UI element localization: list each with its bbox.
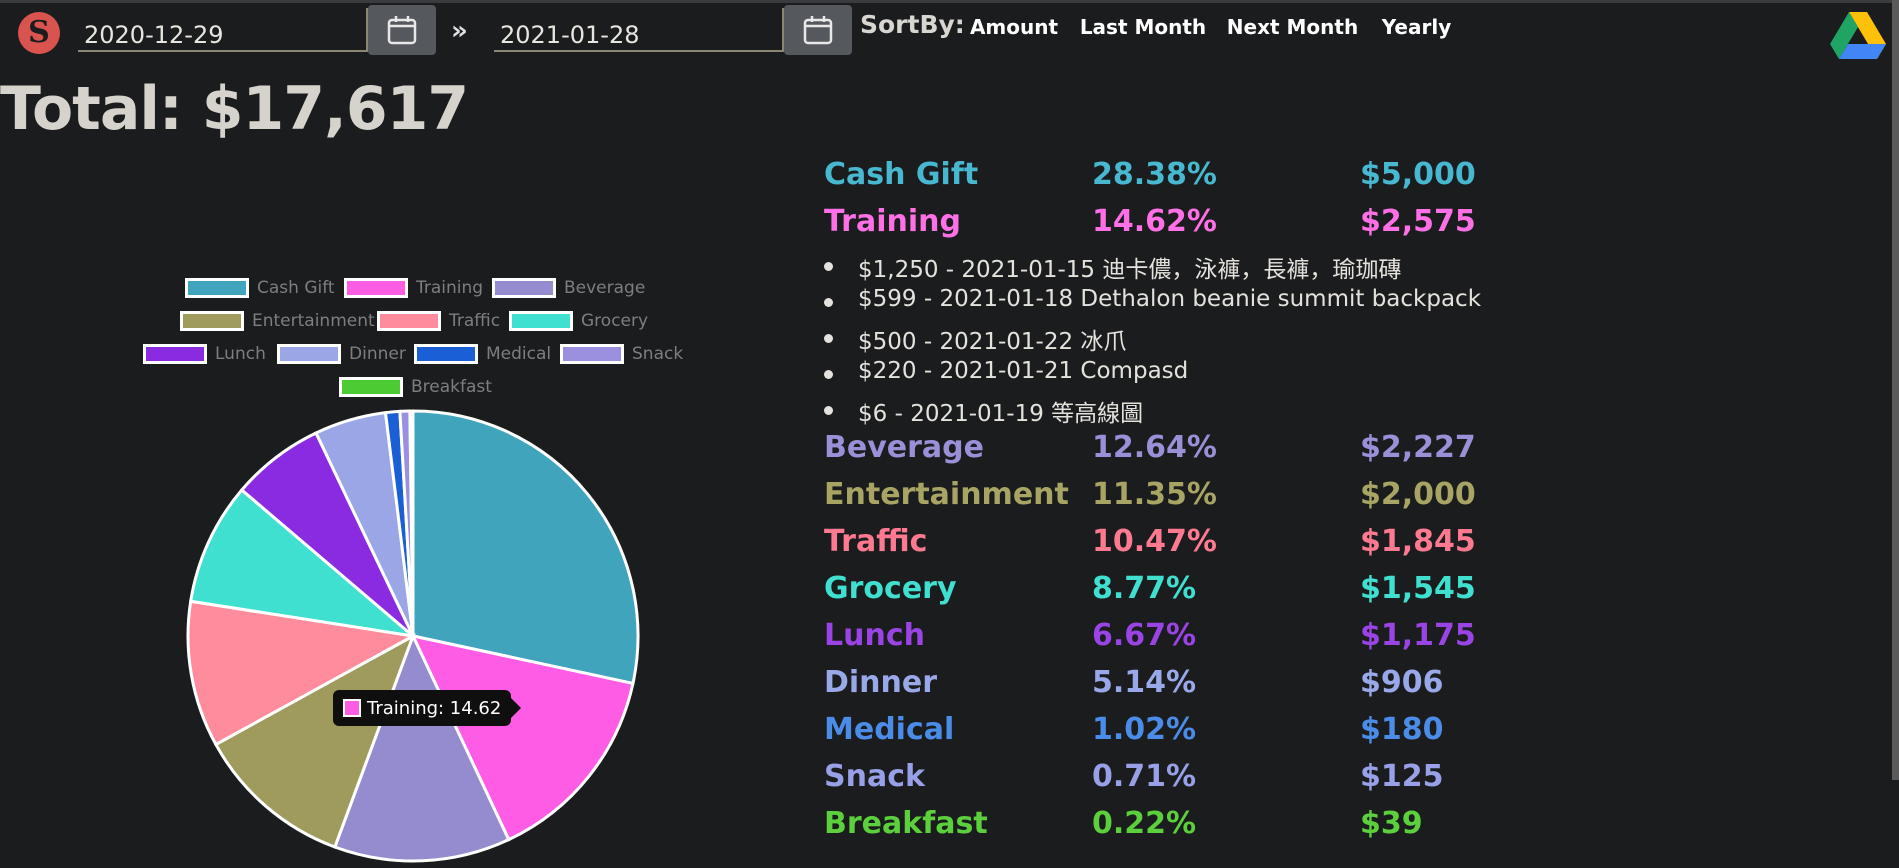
tooltip-label: Training: 14.62 bbox=[367, 697, 502, 719]
legend-swatch bbox=[143, 344, 207, 364]
next-month-button[interactable]: Next Month bbox=[1226, 15, 1359, 39]
category-name[interactable]: Medical bbox=[824, 712, 955, 747]
legend-label: Grocery bbox=[581, 311, 649, 331]
legend-item-beverage[interactable]: Beverage bbox=[492, 278, 645, 298]
category-name[interactable]: Traffic bbox=[824, 524, 928, 559]
legend-item-traffic[interactable]: Traffic bbox=[377, 311, 500, 331]
chart-tooltip: Training: 14.62 bbox=[333, 690, 522, 726]
double-chevron-right-icon: » bbox=[451, 16, 468, 46]
legend-label: Cash Gift bbox=[257, 278, 335, 298]
expense-text: $6 - 2021-01-19 等高線圖 bbox=[858, 401, 1144, 427]
category-percent: 28.38% bbox=[1092, 157, 1217, 192]
category-name[interactable]: Breakfast bbox=[824, 806, 988, 841]
legend-item-lunch[interactable]: Lunch bbox=[143, 344, 266, 364]
category-percent: 0.71% bbox=[1092, 759, 1197, 794]
category-amount: $1,175 bbox=[1360, 618, 1476, 653]
google-drive-icon[interactable] bbox=[1830, 10, 1886, 60]
yearly-button[interactable]: Yearly bbox=[1381, 15, 1452, 39]
last-month-button[interactable]: Last Month bbox=[1079, 15, 1207, 39]
category-percent: 6.67% bbox=[1092, 618, 1197, 653]
expense-text: $1,250 - 2021-01-15 迪卡儂，泳褲，長褲，瑜珈磚 bbox=[858, 257, 1402, 283]
legend-swatch bbox=[492, 278, 556, 298]
category-percent: 8.77% bbox=[1092, 571, 1197, 606]
expense-text: $220 - 2021-01-21 Compasd bbox=[858, 358, 1189, 384]
calendar-icon bbox=[803, 16, 833, 45]
category-name[interactable]: Entertainment bbox=[824, 477, 1069, 512]
legend-label: Snack bbox=[632, 344, 684, 364]
legend-label: Training bbox=[416, 278, 484, 298]
category-percent: 10.47% bbox=[1092, 524, 1217, 559]
legend-label: Dinner bbox=[349, 344, 406, 364]
legend-item-grocery[interactable]: Grocery bbox=[509, 311, 648, 331]
pie-slice-cash-gift[interactable] bbox=[411, 409, 640, 686]
legend-swatch bbox=[185, 278, 249, 298]
category-name[interactable]: Grocery bbox=[824, 571, 957, 606]
legend-item-training[interactable]: Training bbox=[344, 278, 483, 298]
pie-slice-entertainment[interactable] bbox=[213, 632, 416, 849]
category-amount: $1,845 bbox=[1360, 524, 1476, 559]
category-amount: $1,545 bbox=[1360, 571, 1476, 606]
legend-swatch bbox=[509, 311, 573, 331]
end-date-input[interactable] bbox=[494, 8, 784, 52]
legend-swatch bbox=[344, 278, 408, 298]
pie-slice-beverage[interactable] bbox=[332, 632, 511, 863]
pie-slice-breakfast[interactable] bbox=[408, 409, 415, 637]
legend-item-entertainment[interactable]: Entertainment bbox=[180, 311, 375, 331]
category-amount: $39 bbox=[1360, 806, 1423, 841]
legend-label: Lunch bbox=[215, 344, 266, 364]
category-percent: 11.35% bbox=[1092, 477, 1217, 512]
legend-swatch bbox=[560, 344, 624, 364]
category-name[interactable]: Cash Gift bbox=[824, 157, 979, 192]
category-percent: 12.64% bbox=[1092, 430, 1217, 465]
legend-item-dinner[interactable]: Dinner bbox=[277, 344, 406, 364]
tooltip-swatch bbox=[343, 699, 361, 717]
legend-swatch bbox=[277, 344, 341, 364]
legend-label: Medical bbox=[486, 344, 552, 364]
category-amount: $180 bbox=[1360, 712, 1444, 747]
pie-slice-training[interactable] bbox=[410, 633, 635, 842]
legend-label: Beverage bbox=[564, 278, 646, 298]
category-name[interactable]: Dinner bbox=[824, 665, 938, 700]
category-amount: $906 bbox=[1360, 665, 1444, 700]
legend-swatch bbox=[377, 311, 441, 331]
end-calendar-button[interactable] bbox=[784, 5, 852, 55]
legend-item-medical[interactable]: Medical bbox=[414, 344, 551, 364]
category-percent: 14.62% bbox=[1092, 204, 1217, 239]
legend-item-breakfast[interactable]: Breakfast bbox=[339, 377, 492, 397]
app-logo-icon[interactable]: S bbox=[18, 12, 60, 54]
top-border bbox=[0, 0, 1899, 3]
category-percent: 5.14% bbox=[1092, 665, 1197, 700]
category-name[interactable]: Beverage bbox=[824, 430, 984, 465]
pie-chart[interactable] bbox=[180, 400, 660, 868]
sortby-label: SortBy: bbox=[860, 10, 965, 39]
pie-slice-traffic[interactable] bbox=[186, 599, 418, 747]
category-percent: 1.02% bbox=[1092, 712, 1197, 747]
category-amount: $2,000 bbox=[1360, 477, 1476, 512]
scrollbar[interactable] bbox=[1892, 0, 1899, 780]
legend-item-snack[interactable]: Snack bbox=[560, 344, 683, 364]
legend-item-cash-gift[interactable]: Cash Gift bbox=[185, 278, 335, 298]
expense-text: $599 - 2021-01-18 Dethalon beanie summit… bbox=[858, 286, 1482, 312]
sort-amount-button[interactable]: Amount bbox=[969, 15, 1059, 39]
category-amount: $5,000 bbox=[1360, 157, 1476, 192]
legend-label: Breakfast bbox=[411, 377, 492, 397]
legend-swatch bbox=[414, 344, 478, 364]
start-calendar-button[interactable] bbox=[368, 5, 436, 55]
legend-label: Traffic bbox=[449, 311, 501, 331]
expense-text: $500 - 2021-01-22 冰爪 bbox=[858, 329, 1127, 355]
legend-swatch bbox=[339, 377, 403, 397]
calendar-icon bbox=[387, 16, 417, 45]
category-amount: $2,575 bbox=[1360, 204, 1476, 239]
start-date-input[interactable] bbox=[78, 8, 368, 52]
category-name[interactable]: Lunch bbox=[824, 618, 925, 653]
category-name[interactable]: Training bbox=[824, 204, 961, 239]
legend-label: Entertainment bbox=[252, 311, 375, 331]
total-amount: Total: $17,617 bbox=[0, 74, 469, 144]
category-name[interactable]: Snack bbox=[824, 759, 925, 794]
pie-slice-grocery[interactable] bbox=[188, 487, 419, 639]
category-percent: 0.22% bbox=[1092, 806, 1197, 841]
legend-swatch bbox=[180, 311, 244, 331]
category-amount: $2,227 bbox=[1360, 430, 1476, 465]
category-amount: $125 bbox=[1360, 759, 1444, 794]
